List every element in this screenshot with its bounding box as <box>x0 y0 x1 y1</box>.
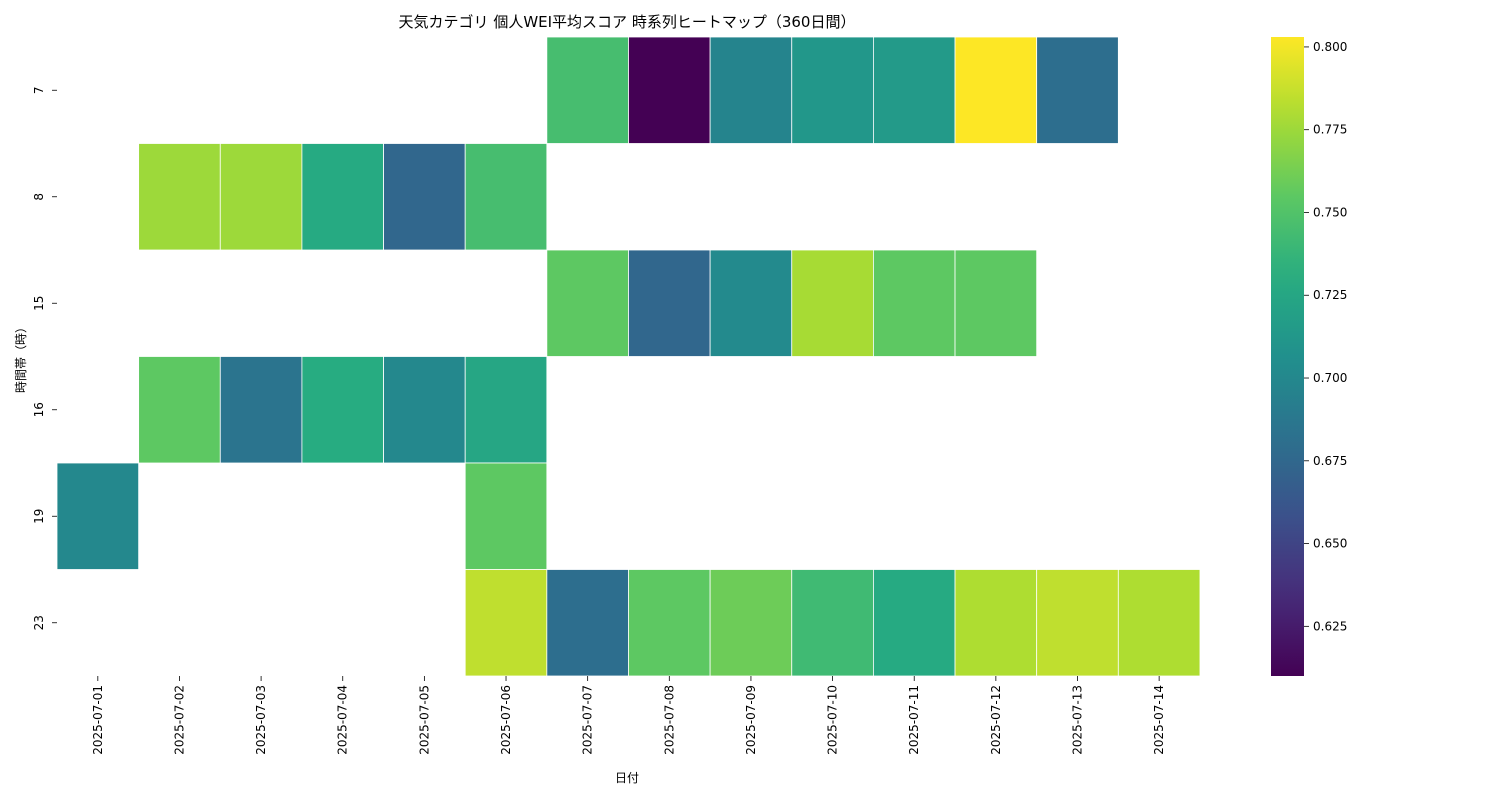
x-tick-label: 2025-07-07 <box>581 685 595 755</box>
heatmap-cell <box>709 249 793 357</box>
colorbar-ticks: 0.625 0.650 0.675 0.700 0.725 0.750 0.775 0.800 <box>1304 40 1347 633</box>
x-tick-label: 2025-07-03 <box>254 685 268 755</box>
heatmap-cell <box>56 462 140 570</box>
heatmap-cell <box>546 249 629 357</box>
x-tick-label: 2025-07-13 <box>1071 685 1085 755</box>
heatmap-cell <box>464 356 548 464</box>
heatmap-cell <box>464 462 548 570</box>
colorbar-tick-label: 0.775 <box>1313 123 1347 137</box>
colorbar-tick-label: 0.625 <box>1313 619 1347 633</box>
heatmap-cell <box>873 569 956 677</box>
y-tick-label: 8 <box>32 193 46 201</box>
heatmap-cell <box>546 36 629 144</box>
x-tick-label: 2025-07-06 <box>499 685 513 755</box>
x-tick-label: 2025-07-09 <box>744 685 758 755</box>
chart-title: 天気カテゴリ 個人WEI平均スコア 時系列ヒートマップ（360日間） <box>399 13 856 31</box>
y-axis-label: 時間帯（時） <box>14 321 28 393</box>
colorbar-tick-label: 0.675 <box>1313 454 1347 468</box>
heatmap-cell <box>628 36 711 144</box>
heatmap-cell <box>383 356 466 464</box>
x-tick-label: 2025-07-01 <box>91 685 105 755</box>
colorbar-tick-label: 0.800 <box>1313 40 1347 54</box>
y-axis: 7 8 15 16 19 23 <box>32 86 57 630</box>
heatmap-cell <box>1036 36 1119 144</box>
heatmap-cell <box>628 249 711 357</box>
x-tick-label: 2025-07-05 <box>417 685 431 755</box>
x-tick-label: 2025-07-10 <box>826 685 840 755</box>
x-tick-label: 2025-07-02 <box>172 685 186 755</box>
heatmap-cell <box>546 569 629 677</box>
heatmap-cell <box>1117 569 1201 677</box>
heatmap-cell <box>464 569 548 677</box>
x-axis: 2025-07-01 2025-07-02 2025-07-03 2025-07-04… <box>91 676 1166 755</box>
y-tick-label: 16 <box>32 402 46 417</box>
heatmap-cell <box>873 36 956 144</box>
heatmap-cell <box>1036 569 1119 677</box>
heatmap-cell <box>873 249 956 357</box>
colorbar-tick-label: 0.750 <box>1313 205 1347 219</box>
heatmap-cell <box>219 143 303 251</box>
heatmap-cell <box>383 143 466 251</box>
x-tick-label: 2025-07-08 <box>662 685 676 755</box>
x-tick-label: 2025-07-11 <box>907 685 921 755</box>
x-tick-label: 2025-07-14 <box>1152 685 1166 755</box>
heatmap-cell <box>138 143 221 251</box>
y-tick-label: 15 <box>32 296 46 311</box>
y-tick-label: 19 <box>32 509 46 524</box>
colorbar-tick-label: 0.650 <box>1313 537 1347 551</box>
heatmap-cell <box>791 249 874 357</box>
y-tick-label: 23 <box>32 615 46 630</box>
heatmap-cell <box>301 356 384 464</box>
x-tick-label: 2025-07-04 <box>336 685 350 755</box>
colorbar-tick-label: 0.700 <box>1313 371 1347 385</box>
heatmap-cell <box>138 356 221 464</box>
heatmap-cell <box>791 36 874 144</box>
heatmap-cell <box>954 249 1038 357</box>
heatmap-cell <box>301 143 384 251</box>
heatmap-cell <box>628 569 711 677</box>
colorbar-tick-label: 0.725 <box>1313 288 1347 302</box>
heatmap-cell <box>709 569 793 677</box>
heatmap-cell <box>791 569 874 677</box>
heatmap-cell <box>464 143 548 251</box>
heatmap-cell <box>709 36 793 144</box>
heatmap-cell <box>219 356 303 464</box>
x-tick-label: 2025-07-12 <box>989 685 1003 755</box>
heatmap-cells <box>56 36 1201 677</box>
colorbar <box>1271 37 1304 676</box>
x-axis-label: 日付 <box>615 771 639 785</box>
heatmap-cell <box>954 36 1038 144</box>
heatmap-cell <box>954 569 1038 677</box>
y-tick-label: 7 <box>32 86 46 94</box>
